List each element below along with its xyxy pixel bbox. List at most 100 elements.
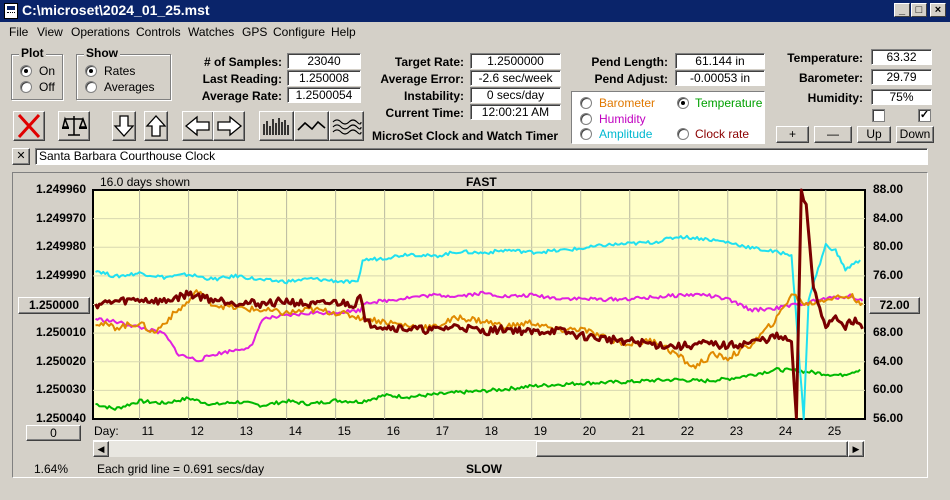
scroll-down-button[interactable] [112, 111, 136, 141]
pend-adjust-value: -0.00053 in [675, 70, 765, 86]
stop-button[interactable] [13, 111, 45, 141]
bar-graph-button[interactable] [259, 111, 294, 141]
app-name: MicroSet Clock and Watch Timer [372, 129, 559, 143]
left-axis-label: 1.250010 [35, 325, 86, 340]
left-axis-label: 1.250030 [35, 382, 86, 397]
plot-on-label[interactable]: On [39, 64, 56, 78]
series-amplitude-label[interactable]: Amplitude [599, 127, 653, 141]
left-center-button[interactable]: 1.250000 [18, 297, 90, 314]
minimize-button[interactable]: _ [894, 3, 910, 17]
series-line-clock-rate [94, 188, 864, 420]
day-tick-label: 23 [729, 424, 744, 438]
close-window-button[interactable]: × [930, 3, 946, 17]
menu-watches[interactable]: Watches [188, 25, 235, 39]
show-group [76, 54, 171, 100]
average-rate-label: Average Rate: [201, 89, 282, 103]
bar-graph-icon [263, 118, 289, 135]
line-graph-button[interactable] [294, 111, 329, 141]
chart-panel [12, 172, 928, 478]
menu-gps[interactable]: GPS [242, 25, 268, 39]
series-clock-rate-label[interactable]: Clock rate [695, 127, 750, 141]
plot-off-radio[interactable] [20, 81, 32, 93]
day-tick-label: 18 [484, 424, 499, 438]
scroll-right-arrow[interactable]: ▶ [848, 441, 864, 457]
option-checkbox-left[interactable] [872, 109, 885, 122]
show-averages-label[interactable]: Averages [104, 80, 155, 94]
day-tick-label: 20 [582, 424, 597, 438]
bottom-left-button[interactable]: 0 [26, 425, 81, 441]
series-barometer-label[interactable]: Barometer [599, 96, 656, 110]
day-tick-label: 11 [141, 424, 155, 438]
menu-operations[interactable]: Operations [71, 25, 130, 39]
scroll-up-button[interactable] [144, 111, 168, 141]
samples-value: 23040 [287, 53, 361, 69]
menu-view[interactable]: View [37, 25, 63, 39]
day-tick-label: 17 [435, 424, 450, 438]
series-temperature-radio[interactable] [677, 97, 689, 109]
line-graph-icon [297, 120, 326, 131]
clock-name-input[interactable]: Santa Barbara Courthouse Clock [35, 148, 928, 165]
right-axis-label: 80.00 [873, 239, 904, 254]
scroll-left-arrow[interactable]: ◀ [93, 441, 109, 457]
series-lines [94, 188, 864, 420]
right-axis-label: 64.00 [873, 353, 904, 368]
right-axis-label: 56.00 [873, 411, 904, 425]
clear-clock-button[interactable]: ✕ [12, 148, 30, 165]
option-checkbox-right[interactable]: ✓ [918, 109, 931, 122]
series-humidity-label[interactable]: Humidity [599, 112, 646, 126]
show-rates-label[interactable]: Rates [104, 64, 136, 78]
show-rates-radio[interactable] [85, 65, 97, 77]
chart-scrollbar[interactable]: ◀ ▶ [93, 440, 865, 457]
right-center-button[interactable]: 72.00 [869, 297, 920, 314]
series-line-amplitude [95, 234, 861, 420]
title-bar: C:\microset\2024_01_25.mst _ □ × [0, 0, 950, 22]
pend-length-label: Pend Length: [591, 55, 668, 69]
series-line-barometer [95, 289, 864, 370]
up-button[interactable]: Up [857, 126, 891, 143]
day-tick-label: 25 [827, 424, 842, 438]
plot-off-label[interactable]: Off [39, 80, 55, 94]
series-clock-rate-radio[interactable] [677, 128, 689, 140]
right-axis-label: 68.00 [873, 325, 904, 340]
maximize-button[interactable]: □ [911, 3, 927, 17]
average-error-value: -2.6 sec/week [470, 70, 561, 86]
scrollbar-thumb[interactable] [536, 441, 848, 457]
slow-label: SLOW [466, 462, 502, 476]
day-axis-label: Day: [94, 424, 119, 438]
target-rate-label: Target Rate: [394, 55, 464, 69]
series-barometer-radio[interactable] [580, 97, 592, 109]
show-averages-radio[interactable] [85, 81, 97, 93]
scroll-left-button[interactable] [182, 111, 214, 141]
menu-file[interactable]: File [9, 25, 29, 39]
plus-button[interactable]: + [776, 126, 809, 143]
series-humidity-radio[interactable] [580, 113, 592, 125]
menu-configure[interactable]: Configure [273, 25, 326, 39]
series-amplitude-radio[interactable] [580, 128, 592, 140]
wave-graph-button[interactable] [329, 111, 364, 141]
down-button[interactable]: Down [896, 126, 934, 143]
plot-group-title: Plot [19, 46, 46, 60]
day-tick-label: 24 [778, 424, 793, 438]
balance-button[interactable] [58, 111, 90, 141]
app-icon[interactable] [4, 3, 18, 19]
last-reading-value: 1.250008 [287, 70, 361, 86]
series-temperature-label[interactable]: Temperature [695, 96, 763, 110]
balance-scale-icon [62, 116, 88, 136]
menu-controls[interactable]: Controls [136, 25, 181, 39]
average-error-label: Average Error: [380, 72, 464, 86]
fast-label: FAST [466, 175, 497, 189]
days-shown-label: 16.0 days shown [100, 175, 191, 189]
plot-on-radio[interactable] [20, 65, 32, 77]
minus-button[interactable]: — [814, 126, 852, 143]
humidity-value: 75% [871, 89, 932, 105]
red-x-icon [17, 113, 41, 139]
arrow-up-icon [145, 115, 167, 137]
average-rate-value: 1.2500054 [287, 87, 361, 103]
target-rate-value: 1.2500000 [470, 53, 561, 69]
menu-help[interactable]: Help [331, 25, 356, 39]
grid-note: Each grid line = 0.691 secs/day [97, 462, 265, 476]
scroll-right-button[interactable] [213, 111, 245, 141]
day-tick-label: 22 [680, 424, 695, 438]
current-time-value: 12:00:21 AM [470, 104, 561, 120]
